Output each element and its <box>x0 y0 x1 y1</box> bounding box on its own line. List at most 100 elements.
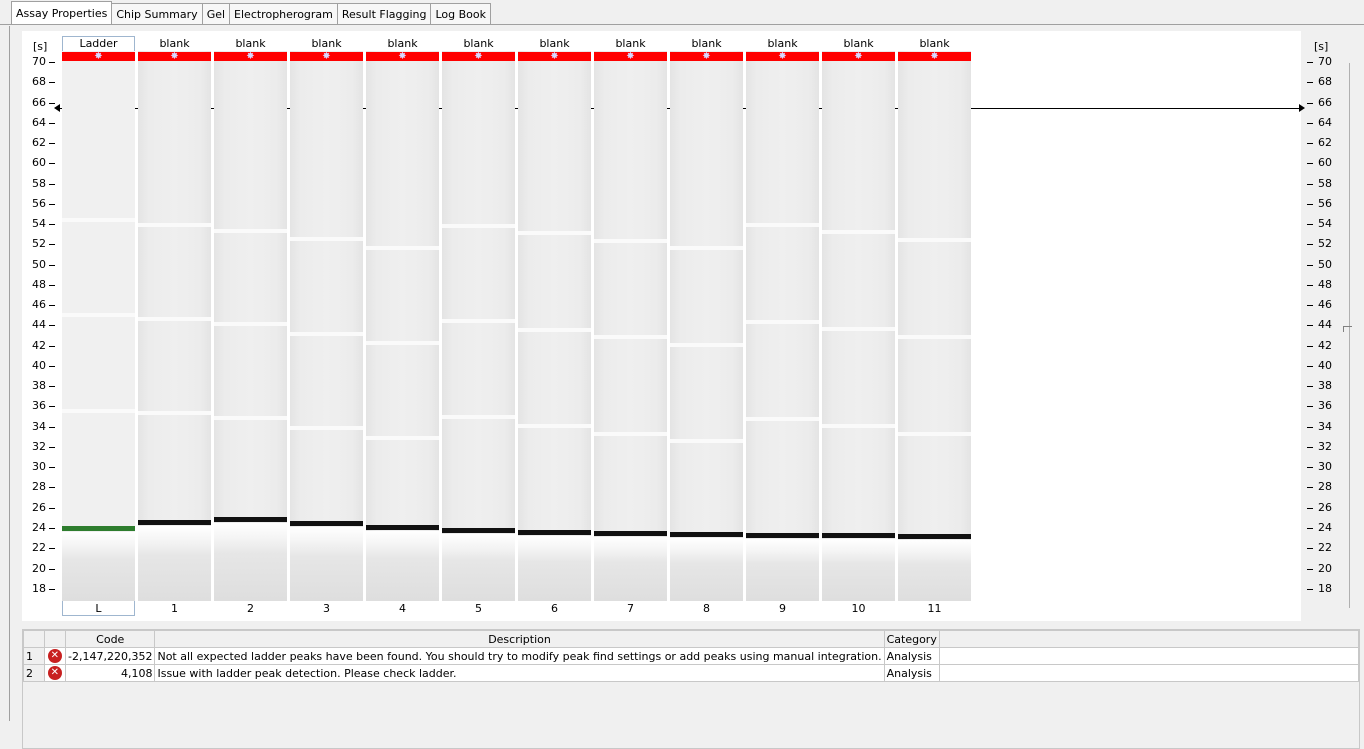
y-tick-label-right: 66 <box>1318 95 1332 109</box>
cursor-left-arrow-icon[interactable] <box>54 104 60 112</box>
tab-chip-summary[interactable]: Chip Summary <box>111 3 203 24</box>
y-tick-label-right: 50 <box>1318 257 1332 271</box>
lane-lower-region <box>62 531 135 601</box>
marker-star-icon: ✸ <box>398 51 407 62</box>
row-category: Analysis <box>883 664 940 682</box>
error-icon-cell: ✕ <box>43 647 67 665</box>
y-tick-label-left: 40 <box>32 358 46 372</box>
y-tick-label-left: 26 <box>32 500 46 514</box>
faint-band <box>290 425 363 430</box>
y-tick-label-left: 22 <box>32 541 46 555</box>
sample-lane[interactable]: ✸ <box>138 51 211 601</box>
ladder-lane[interactable]: ✸ <box>62 51 135 601</box>
y-tick-label-right: 28 <box>1318 480 1332 494</box>
marker-star-icon: ✸ <box>94 51 103 62</box>
sample-band <box>670 532 743 538</box>
sample-lane[interactable]: ✸ <box>898 51 971 601</box>
y-tick-label-right: 54 <box>1318 217 1332 231</box>
lane-name: blank <box>919 37 950 50</box>
marker-bar: ✸ <box>138 52 211 62</box>
y-tick-mark-left <box>49 325 55 327</box>
y-tick-label-right: 58 <box>1318 176 1332 190</box>
y-tick-mark-left <box>49 183 55 185</box>
y-tick-label-left: 28 <box>32 480 46 494</box>
y-tick-label-left: 48 <box>32 277 46 291</box>
faint-band <box>746 320 819 325</box>
y-tick-mark-left <box>49 244 55 246</box>
y-tick-label-right: 20 <box>1318 561 1332 575</box>
y-tick-mark-left <box>49 143 55 145</box>
tab-log-book[interactable]: Log Book <box>430 3 492 24</box>
zoom-slider-handle[interactable] <box>1343 326 1352 332</box>
y-tick-label-right: 24 <box>1318 520 1332 534</box>
y-tick-mark-left <box>49 224 55 226</box>
lane-name: blank <box>311 37 342 50</box>
lane-lower-region <box>594 537 667 601</box>
cursor-right-arrow-icon[interactable] <box>1299 104 1305 112</box>
y-tick-label-left: 66 <box>32 95 46 109</box>
lane-name: blank <box>539 37 570 50</box>
table-row[interactable]: 1 ✕ -2,147,220,352 Not all expected ladd… <box>23 647 1360 665</box>
right-axis-unit: [s] <box>1314 40 1329 53</box>
marker-bar: ✸ <box>822 52 895 62</box>
sample-lane[interactable]: ✸ <box>366 51 439 601</box>
lane-number: 3 <box>323 602 330 615</box>
y-tick-label-left: 42 <box>32 338 46 352</box>
faint-band <box>214 415 287 420</box>
row-description: Issue with ladder peak detection. Please… <box>154 664 885 682</box>
y-tick-mark-right <box>1307 163 1313 165</box>
y-tick-mark-right <box>1307 203 1313 205</box>
y-tick-label-right: 18 <box>1318 581 1332 595</box>
tab-result-flagging[interactable]: Result Flagging <box>336 3 432 24</box>
faint-band <box>62 217 135 222</box>
y-tick-mark-right <box>1307 507 1313 509</box>
header-code[interactable]: Code <box>65 630 156 648</box>
lane-lower-region <box>670 538 743 601</box>
faint-band <box>214 228 287 233</box>
faint-band <box>290 237 363 242</box>
faint-band <box>594 335 667 340</box>
y-tick-label-right: 38 <box>1318 379 1332 393</box>
sample-lane[interactable]: ✸ <box>518 51 591 601</box>
gel-view[interactable]: [s] [s] 70 68 66 64 62 60 58 56 54 52 50 48 46 44 42 40… <box>22 31 1328 621</box>
sample-lane[interactable]: ✸ <box>442 51 515 601</box>
lane-number: 8 <box>703 602 710 615</box>
header-category[interactable]: Category <box>883 630 940 648</box>
y-tick-mark-left <box>49 345 55 347</box>
y-tick-mark-right <box>1307 62 1313 63</box>
lane-number: L <box>95 602 102 615</box>
sample-band <box>822 533 895 539</box>
sample-lane[interactable]: ✸ <box>594 51 667 601</box>
faint-band <box>822 230 895 235</box>
y-tick-mark-right <box>1307 487 1313 489</box>
lane-name: blank <box>767 37 798 50</box>
faint-band <box>898 334 971 339</box>
sample-lane[interactable]: ✸ <box>822 51 895 601</box>
row-filler <box>938 647 1360 665</box>
lane-number: 10 <box>851 602 866 615</box>
y-tick-label-right: 34 <box>1318 419 1332 433</box>
lane-lower-region <box>518 536 591 601</box>
table-row[interactable]: 2 ✕ 4,108 Issue with ladder peak detecti… <box>23 664 1360 682</box>
y-tick-mark-right <box>1307 264 1313 266</box>
lane-name: blank <box>159 37 190 50</box>
lane-number: 2 <box>247 602 254 615</box>
sample-lane[interactable]: ✸ <box>670 51 743 601</box>
faint-band <box>366 245 439 250</box>
error-icon: ✕ <box>47 649 62 663</box>
faint-band <box>366 435 439 440</box>
lane-lower-region <box>366 530 439 601</box>
sample-lane[interactable]: ✸ <box>290 51 363 601</box>
zoom-slider-track[interactable] <box>1349 63 1350 608</box>
sample-lane[interactable]: ✸ <box>746 51 819 601</box>
sample-lane[interactable]: ✸ <box>214 51 287 601</box>
tab-gel[interactable]: Gel <box>201 3 231 24</box>
y-tick-label-left: 64 <box>32 115 46 129</box>
tab-electropherogram[interactable]: Electropherogram <box>229 3 338 24</box>
y-tick-mark-left <box>49 284 55 286</box>
y-tick-label-left: 24 <box>32 520 46 534</box>
tab-assay-properties[interactable]: Assay Properties <box>11 1 113 24</box>
header-description[interactable]: Description <box>154 630 885 648</box>
sample-band <box>290 520 363 526</box>
y-tick-mark-right <box>1307 325 1313 327</box>
